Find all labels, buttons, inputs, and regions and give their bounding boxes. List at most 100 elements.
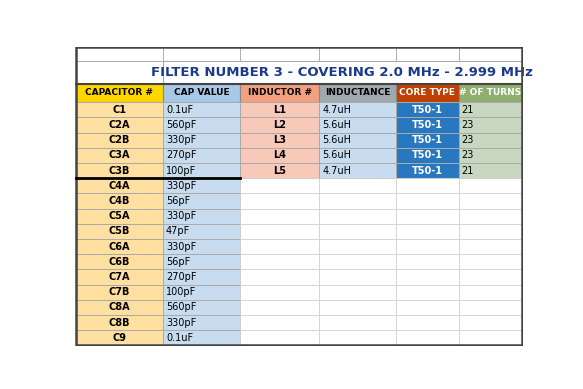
- Text: 4.7uH: 4.7uH: [322, 105, 352, 115]
- Bar: [396, 270, 459, 285]
- Text: C5A: C5A: [108, 211, 130, 221]
- Bar: [319, 285, 396, 300]
- Bar: [319, 300, 396, 315]
- Bar: [76, 193, 163, 209]
- Text: 330pF: 330pF: [166, 318, 196, 328]
- Bar: [240, 117, 319, 133]
- Bar: [396, 300, 459, 315]
- Text: C4A: C4A: [108, 181, 130, 191]
- Text: 560pF: 560pF: [166, 120, 196, 130]
- Bar: [459, 239, 522, 254]
- Bar: [396, 209, 459, 224]
- Bar: [76, 254, 163, 270]
- Bar: [163, 330, 240, 345]
- Bar: [76, 163, 163, 178]
- Bar: [163, 224, 240, 239]
- Bar: [76, 61, 163, 84]
- Bar: [163, 61, 522, 84]
- Bar: [76, 84, 163, 102]
- Bar: [240, 102, 319, 117]
- Text: 4.7uH: 4.7uH: [322, 166, 352, 175]
- Bar: [240, 270, 319, 285]
- Text: 23: 23: [462, 120, 474, 130]
- Bar: [319, 239, 396, 254]
- Text: C2B: C2B: [108, 135, 130, 145]
- Bar: [76, 285, 163, 300]
- Bar: [163, 178, 240, 193]
- Bar: [76, 330, 163, 345]
- Text: 270pF: 270pF: [166, 272, 196, 282]
- Text: C9: C9: [113, 333, 127, 343]
- Bar: [163, 102, 240, 117]
- Text: C7B: C7B: [108, 287, 130, 297]
- Bar: [396, 102, 459, 117]
- Bar: [240, 209, 319, 224]
- Text: 5.6uH: 5.6uH: [322, 120, 352, 130]
- Bar: [76, 133, 163, 148]
- Bar: [459, 315, 522, 330]
- Text: C7A: C7A: [108, 272, 130, 282]
- Bar: [319, 133, 396, 148]
- Text: C3A: C3A: [108, 150, 130, 160]
- Bar: [319, 330, 396, 345]
- Text: 47pF: 47pF: [166, 226, 190, 237]
- Bar: [459, 300, 522, 315]
- Bar: [240, 254, 319, 270]
- Text: 330pF: 330pF: [166, 211, 196, 221]
- Text: 560pF: 560pF: [166, 302, 196, 312]
- Bar: [76, 224, 163, 239]
- Bar: [76, 178, 163, 193]
- Bar: [240, 148, 319, 163]
- Bar: [240, 239, 319, 254]
- Bar: [163, 193, 240, 209]
- Text: FILTER NUMBER 3 - COVERING 2.0 MHz - 2.999 MHz: FILTER NUMBER 3 - COVERING 2.0 MHz - 2.9…: [152, 66, 533, 79]
- Bar: [163, 300, 240, 315]
- Bar: [319, 102, 396, 117]
- Bar: [76, 148, 163, 163]
- Bar: [240, 330, 319, 345]
- Text: 23: 23: [462, 150, 474, 160]
- Bar: [319, 254, 396, 270]
- Bar: [396, 84, 459, 102]
- Bar: [319, 193, 396, 209]
- Text: INDUCTOR #: INDUCTOR #: [248, 88, 311, 97]
- Text: 100pF: 100pF: [166, 166, 196, 175]
- Bar: [240, 178, 319, 193]
- Bar: [163, 163, 240, 178]
- Bar: [240, 315, 319, 330]
- Bar: [459, 270, 522, 285]
- Text: C3B: C3B: [108, 166, 130, 175]
- Bar: [396, 178, 459, 193]
- Bar: [459, 148, 522, 163]
- Bar: [240, 300, 319, 315]
- Bar: [459, 330, 522, 345]
- Text: 0.1uF: 0.1uF: [166, 333, 193, 343]
- Bar: [459, 178, 522, 193]
- Text: 330pF: 330pF: [166, 242, 196, 252]
- Text: L4: L4: [273, 150, 286, 160]
- Text: T50-1: T50-1: [412, 105, 443, 115]
- Text: 21: 21: [462, 105, 474, 115]
- Bar: [319, 163, 396, 178]
- Text: C5B: C5B: [108, 226, 130, 237]
- Text: 56pF: 56pF: [166, 257, 190, 267]
- Text: CAP VALUE: CAP VALUE: [174, 88, 229, 97]
- Text: L3: L3: [273, 135, 286, 145]
- Bar: [76, 47, 163, 61]
- Bar: [319, 315, 396, 330]
- Text: T50-1: T50-1: [412, 135, 443, 145]
- Bar: [396, 254, 459, 270]
- Text: 330pF: 330pF: [166, 135, 196, 145]
- Text: CORE TYPE: CORE TYPE: [399, 88, 455, 97]
- Text: 100pF: 100pF: [166, 287, 196, 297]
- Text: T50-1: T50-1: [412, 150, 443, 160]
- Bar: [240, 47, 319, 61]
- Text: C2A: C2A: [108, 120, 130, 130]
- Bar: [319, 270, 396, 285]
- Text: L2: L2: [273, 120, 286, 130]
- Bar: [459, 224, 522, 239]
- Bar: [163, 315, 240, 330]
- Bar: [459, 285, 522, 300]
- Bar: [76, 239, 163, 254]
- Text: C8B: C8B: [108, 318, 130, 328]
